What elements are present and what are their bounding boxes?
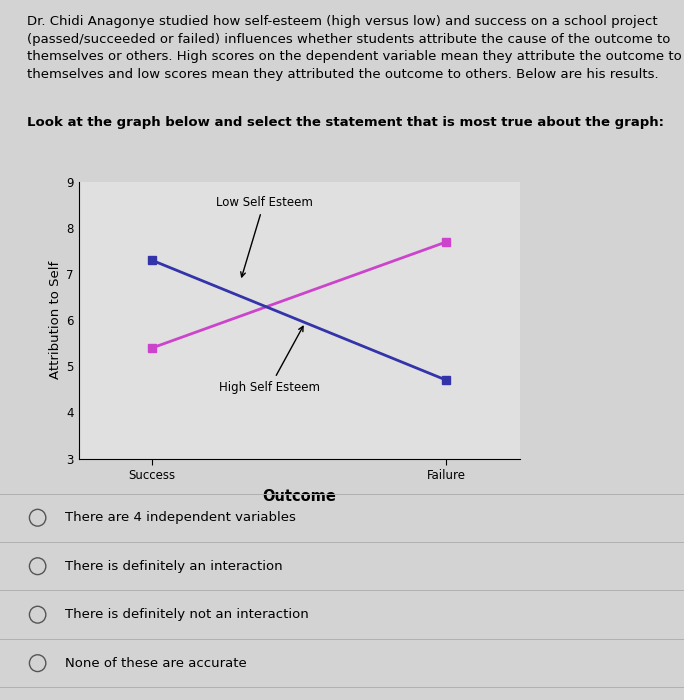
Text: There are 4 independent variables: There are 4 independent variables [65,511,296,524]
Text: None of these are accurate: None of these are accurate [65,657,247,670]
X-axis label: Outcome: Outcome [262,489,337,504]
Y-axis label: Attribution to Self: Attribution to Self [49,261,62,379]
Text: Dr. Chidi Anagonye studied how self-esteem (high versus low) and success on a sc: Dr. Chidi Anagonye studied how self-este… [27,15,682,81]
Text: There is definitely not an interaction: There is definitely not an interaction [65,608,308,621]
Text: Low Self Esteem: Low Self Esteem [215,196,313,277]
Text: There is definitely an interaction: There is definitely an interaction [65,560,282,573]
Text: High Self Esteem: High Self Esteem [220,326,320,393]
Text: Look at the graph below and select the statement that is most true about the gra: Look at the graph below and select the s… [27,116,664,130]
